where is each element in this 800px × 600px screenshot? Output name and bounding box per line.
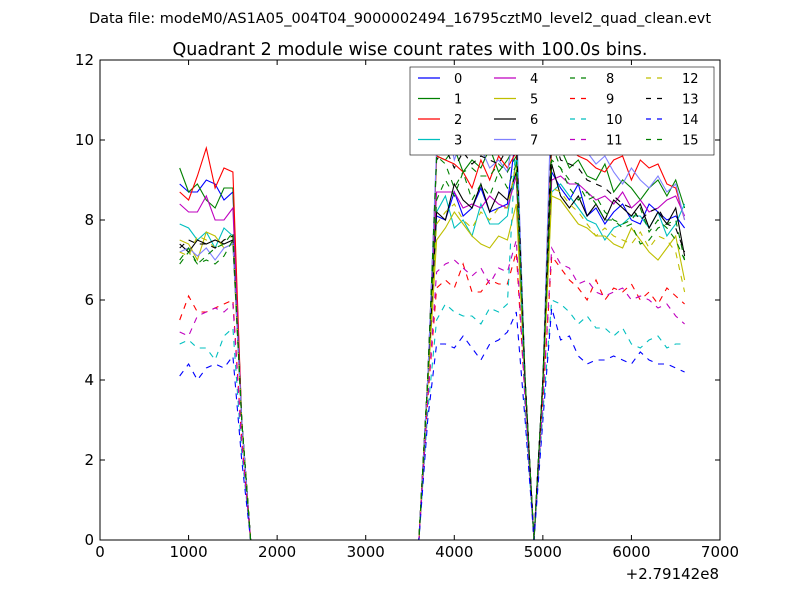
y-tick-label: 6 bbox=[84, 291, 94, 309]
x-axis-offset-label: +2.79142e8 bbox=[626, 565, 719, 583]
legend-label-13: 13 bbox=[682, 93, 699, 108]
series-line-11 bbox=[179, 239, 685, 540]
legend-label-6: 6 bbox=[530, 113, 538, 128]
legend-label-7: 7 bbox=[530, 134, 538, 149]
legend-label-5: 5 bbox=[530, 93, 538, 108]
series-line-14 bbox=[179, 307, 685, 540]
series-line-10 bbox=[179, 131, 685, 540]
legend-label-8: 8 bbox=[606, 72, 614, 87]
x-tick-label: 6000 bbox=[612, 543, 650, 561]
y-tick-label: 10 bbox=[75, 131, 94, 149]
legend-box bbox=[409, 66, 715, 156]
series-group bbox=[179, 83, 686, 540]
legend-label-1: 1 bbox=[454, 93, 462, 108]
y-tick-label: 4 bbox=[84, 371, 94, 389]
series-line-8 bbox=[179, 143, 686, 540]
series-line-0 bbox=[179, 131, 686, 540]
plot-area: 0 1000 2000 3000 4000 5000 6000 7000 024681012 … bbox=[75, 51, 739, 583]
x-tick-label: 7000 bbox=[701, 543, 739, 561]
y-tick-label: 2 bbox=[84, 451, 94, 469]
legend-label-11: 11 bbox=[606, 134, 623, 149]
chart-title: Quadrant 2 module wise count rates with … bbox=[173, 40, 648, 60]
series-line-3 bbox=[179, 159, 686, 540]
legend-label-3: 3 bbox=[454, 134, 462, 149]
y-tick-label: 0 bbox=[84, 531, 94, 549]
x-tick-label: 3000 bbox=[347, 543, 385, 561]
legend-label-2: 2 bbox=[454, 113, 462, 128]
x-tick-label: 1000 bbox=[169, 543, 207, 561]
suptitle: Data file: modeM0/AS1A05_004T04_90000024… bbox=[89, 11, 711, 27]
legend-label-4: 4 bbox=[530, 72, 538, 87]
legend-label-9: 9 bbox=[606, 93, 614, 108]
series-line-15 bbox=[179, 154, 686, 540]
y-tick-label: 8 bbox=[84, 211, 94, 229]
x-tick-label: 2000 bbox=[258, 543, 296, 561]
legend-label-12: 12 bbox=[682, 72, 699, 87]
x-axis: 0 1000 2000 3000 4000 5000 6000 7000 bbox=[95, 60, 739, 561]
legend-label-15: 15 bbox=[682, 134, 699, 149]
series-line-7 bbox=[179, 83, 686, 540]
series-line-4 bbox=[179, 175, 686, 540]
legend-label-0: 0 bbox=[454, 72, 462, 87]
series-line-5 bbox=[179, 195, 686, 540]
x-tick-label: 5000 bbox=[524, 543, 562, 561]
x-tick-label: 0 bbox=[95, 543, 105, 561]
y-tick-label: 12 bbox=[75, 51, 94, 69]
legend-label-14: 14 bbox=[682, 113, 699, 128]
x-tick-label: 4000 bbox=[435, 543, 473, 561]
legend-label-10: 10 bbox=[606, 113, 623, 128]
series-line-9 bbox=[179, 251, 685, 540]
